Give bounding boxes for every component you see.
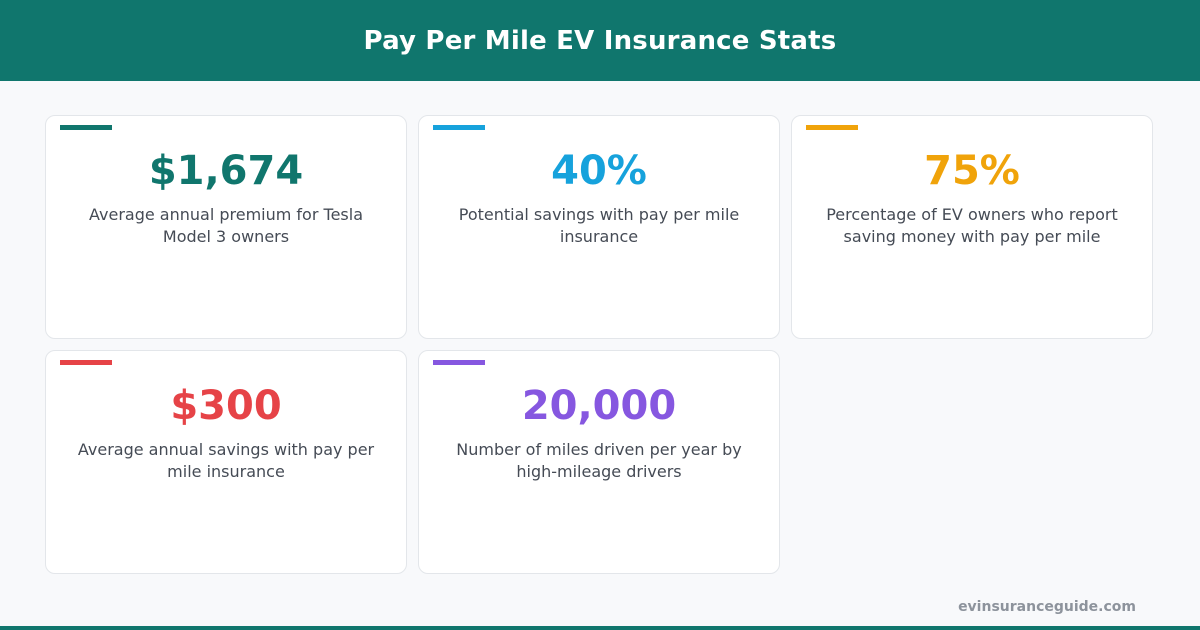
card-accent-bar	[806, 125, 858, 130]
stat-card-owners-percent: 75% Percentage of EV owners who report s…	[791, 115, 1153, 339]
site-url: evinsuranceguide.com	[958, 599, 1136, 615]
stat-description: Potential savings with pay per mile insu…	[458, 205, 740, 246]
stat-description: Percentage of EV owners who report savin…	[826, 205, 1118, 246]
footer-bar	[0, 626, 1200, 630]
header-banner: Pay Per Mile EV Insurance Stats	[0, 0, 1200, 81]
stat-card-miles: 20,000 Number of miles driven per year b…	[418, 350, 780, 574]
stat-card-savings-percent: 40% Potential savings with pay per mile …	[418, 115, 780, 339]
stat-description: Number of miles driven per year by high-…	[456, 440, 742, 481]
stat-description: Average annual premium for Tesla Model 3…	[89, 205, 363, 246]
card-accent-bar	[433, 125, 485, 130]
stat-description: Average annual savings with pay per mile…	[77, 440, 375, 481]
stat-value: 40%	[551, 148, 647, 194]
stat-card-premium: $1,674 Average annual premium for Tesla …	[45, 115, 407, 339]
stat-card-annual-savings: $300 Average annual savings with pay per…	[45, 350, 407, 574]
card-accent-bar	[60, 360, 112, 365]
stat-value: $300	[170, 383, 282, 429]
card-accent-bar	[433, 360, 485, 365]
stat-value: $1,674	[148, 148, 304, 194]
stat-value: 75%	[924, 148, 1020, 194]
page-title: Pay Per Mile EV Insurance Stats	[363, 25, 837, 56]
stat-value: 20,000	[521, 383, 677, 429]
card-accent-bar	[60, 125, 112, 130]
